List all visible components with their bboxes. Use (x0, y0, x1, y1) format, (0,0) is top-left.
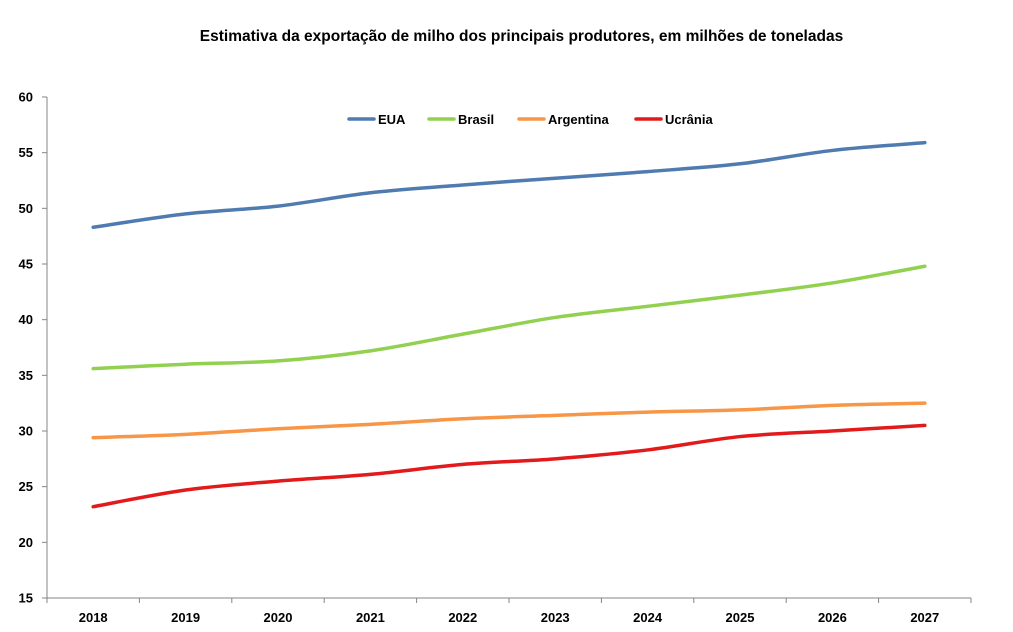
series-line-brasil (91, 264, 927, 371)
chart-title: Estimativa da exportação de milho dos pr… (199, 28, 844, 45)
y-tick-label: 15 (19, 591, 33, 606)
y-tick-label: 30 (19, 424, 33, 439)
series-line-ucrania (91, 423, 927, 509)
x-tick-label: 2020 (264, 610, 293, 625)
legend-label-eua: EUA (378, 112, 406, 127)
x-tick-label: 2026 (818, 610, 847, 625)
axes (42, 96, 972, 603)
legend: EUA Brasil Argentina Ucrânia (347, 112, 713, 127)
x-tick-label: 2019 (171, 610, 200, 625)
y-tick-label: 20 (19, 535, 33, 550)
series-line-argentina (91, 401, 927, 440)
y-tick-label: 40 (19, 312, 33, 327)
series-lines (91, 140, 927, 509)
y-tick-label: 25 (19, 479, 33, 494)
y-tick-label: 45 (19, 257, 33, 272)
legend-label-argentina: Argentina (548, 112, 609, 127)
legend-label-ucrania: Ucrânia (665, 112, 713, 127)
y-tick-label: 55 (19, 145, 33, 160)
y-tick-labels: 15 20 25 30 35 40 45 50 55 60 (19, 90, 33, 606)
y-tick-label: 60 (19, 90, 33, 105)
x-tick-label: 2022 (448, 610, 477, 625)
legend-label-brasil: Brasil (458, 112, 494, 127)
series-line-eua (91, 140, 927, 230)
y-tick-label: 50 (19, 201, 33, 216)
x-tick-label: 2021 (356, 610, 385, 625)
x-tick-labels: 2018 2019 2020 2021 2022 2023 2024 2025 2026 2027 (79, 610, 940, 625)
x-tick-label: 2027 (910, 610, 939, 625)
x-tick-label: 2024 (633, 610, 663, 625)
x-tick-label: 2025 (726, 610, 755, 625)
x-tick-label: 2023 (541, 610, 570, 625)
x-tick-label: 2018 (79, 610, 108, 625)
y-tick-label: 35 (19, 368, 33, 383)
